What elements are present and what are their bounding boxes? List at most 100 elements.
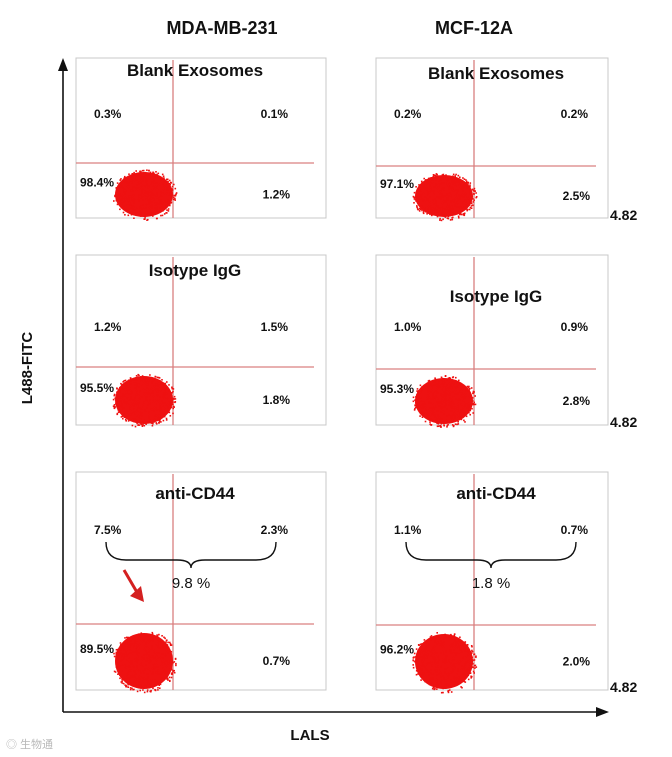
event-dot (470, 651, 472, 653)
event-dot (158, 421, 160, 424)
event-dot (148, 654, 150, 657)
event-dot (138, 643, 141, 646)
event-dot (422, 406, 425, 408)
event-dot (468, 668, 470, 671)
watermark: ◎ 生物通 (6, 737, 53, 751)
event-dot (452, 425, 455, 428)
event-dot (120, 396, 123, 399)
event-dot (438, 669, 441, 671)
event-dot (457, 646, 459, 648)
event-dot (161, 214, 164, 217)
event-dot (161, 635, 163, 637)
event-dot (469, 391, 471, 394)
event-dot (157, 376, 160, 379)
event-dot (442, 187, 445, 189)
event-dot (467, 407, 469, 409)
event-dot (126, 392, 128, 395)
event-dot (161, 653, 164, 655)
event-dot (442, 394, 444, 397)
event-dot (157, 645, 159, 648)
event-dot (471, 397, 474, 399)
event-dot (431, 649, 433, 651)
event-dot (143, 393, 146, 396)
event-dot (471, 645, 473, 648)
event-dot (438, 405, 441, 407)
event-dot (156, 654, 159, 656)
event-dot (129, 405, 132, 408)
event-dot (150, 422, 153, 424)
event-dot (152, 186, 155, 189)
event-dot (147, 421, 149, 423)
event-dot (146, 387, 149, 389)
event-dot (157, 196, 159, 199)
event-dot (447, 185, 450, 187)
event-dot (431, 664, 434, 667)
event-dot (152, 391, 155, 393)
event-dot (153, 649, 156, 652)
event-dot (452, 659, 455, 661)
event-dot (423, 653, 426, 656)
event-dot (149, 392, 151, 395)
panel-frame (375, 57, 609, 219)
event-dot (168, 384, 170, 386)
event-dot (443, 424, 445, 426)
event-dot (149, 657, 152, 660)
event-dot (420, 180, 423, 183)
event-dot (431, 407, 434, 409)
event-dot (127, 640, 130, 643)
event-dot (463, 397, 466, 400)
event-dot (133, 676, 136, 678)
event-dot (442, 691, 444, 694)
event-dot (432, 393, 434, 396)
event-dot (157, 409, 160, 412)
event-dot (436, 387, 439, 390)
event-dot (135, 403, 138, 406)
event-dot (452, 406, 455, 409)
event-dot (157, 384, 159, 387)
event-dot (413, 656, 415, 658)
event-dot (462, 413, 465, 416)
event-dot (431, 680, 433, 683)
event-dot (417, 398, 420, 400)
event-dot (137, 376, 140, 378)
event-dot (470, 205, 473, 207)
event-dot (457, 423, 460, 425)
event-dot (447, 691, 450, 694)
event-dot (465, 183, 467, 186)
event-dot (126, 397, 129, 399)
event-dot (147, 658, 150, 661)
event-dot (169, 641, 171, 644)
event-dot (165, 419, 168, 421)
event-dot (152, 668, 154, 670)
event-dot (151, 379, 153, 382)
event-dot (453, 663, 456, 665)
event-dot (447, 689, 450, 692)
event-dot (438, 401, 441, 403)
event-dot (466, 204, 468, 207)
event-dot (153, 410, 155, 412)
event-dot (433, 645, 436, 648)
event-dot (160, 641, 163, 643)
event-dot (416, 653, 418, 655)
event-dot (440, 396, 443, 399)
event-dot (430, 418, 432, 421)
event-dot (159, 195, 161, 197)
event-dot (431, 677, 433, 680)
event-dot (146, 679, 148, 681)
event-dot (145, 380, 148, 382)
event-dot (167, 662, 169, 665)
event-dot (115, 199, 118, 202)
event-dot (467, 386, 470, 389)
event-dot (412, 195, 415, 198)
event-dot (172, 397, 175, 400)
event-dot (422, 664, 424, 667)
event-dot (155, 671, 157, 674)
event-dot (133, 171, 135, 174)
event-dot (442, 687, 444, 690)
event-dot (150, 196, 152, 198)
event-dot (421, 209, 423, 212)
event-dot (450, 414, 452, 417)
event-dot (439, 193, 441, 195)
event-dot (136, 184, 138, 186)
event-dot (138, 172, 140, 175)
